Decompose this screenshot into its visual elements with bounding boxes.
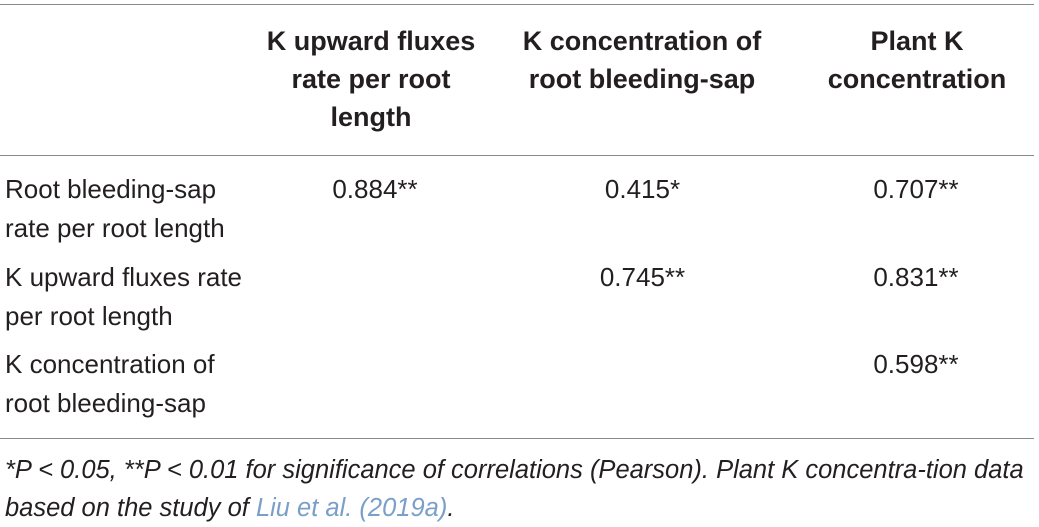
table-top-rule — [0, 4, 1034, 5]
table-bottom-rule — [0, 438, 1034, 439]
reference-link[interactable]: Liu et al. (2019a) — [255, 494, 448, 522]
column-header-k-concentration-sap: K concentration of root bleeding-sap — [522, 26, 762, 94]
row-label-k-upward-fluxes: K upward fluxes rate per root length — [5, 262, 243, 331]
table-cell: 0.598** — [873, 349, 959, 379]
column-header-plant-k: Plant K concentration — [827, 26, 1007, 94]
row-label-k-concentration-sap: K concentration of root bleeding-sap — [5, 349, 215, 418]
footnote-end: . — [447, 494, 455, 522]
table-cell: 0.707** — [873, 174, 959, 204]
row-label-root-bleeding-sap-rate: Root bleeding-sap rate per root length — [5, 174, 225, 243]
table-cell: 0.745** — [599, 262, 686, 292]
column-header-k-upward-fluxes: K upward fluxes rate per root length — [266, 26, 476, 132]
table-cell: 0.415* — [604, 174, 681, 204]
footnote-text: *P < 0.05, **P < 0.01 for significance o… — [5, 456, 1024, 522]
table-header-rule — [0, 155, 1034, 156]
table-cell: 0.884** — [332, 174, 418, 204]
table-cell: 0.831** — [873, 262, 959, 292]
table-footnote: *P < 0.05, **P < 0.01 for significance o… — [5, 451, 1034, 527]
